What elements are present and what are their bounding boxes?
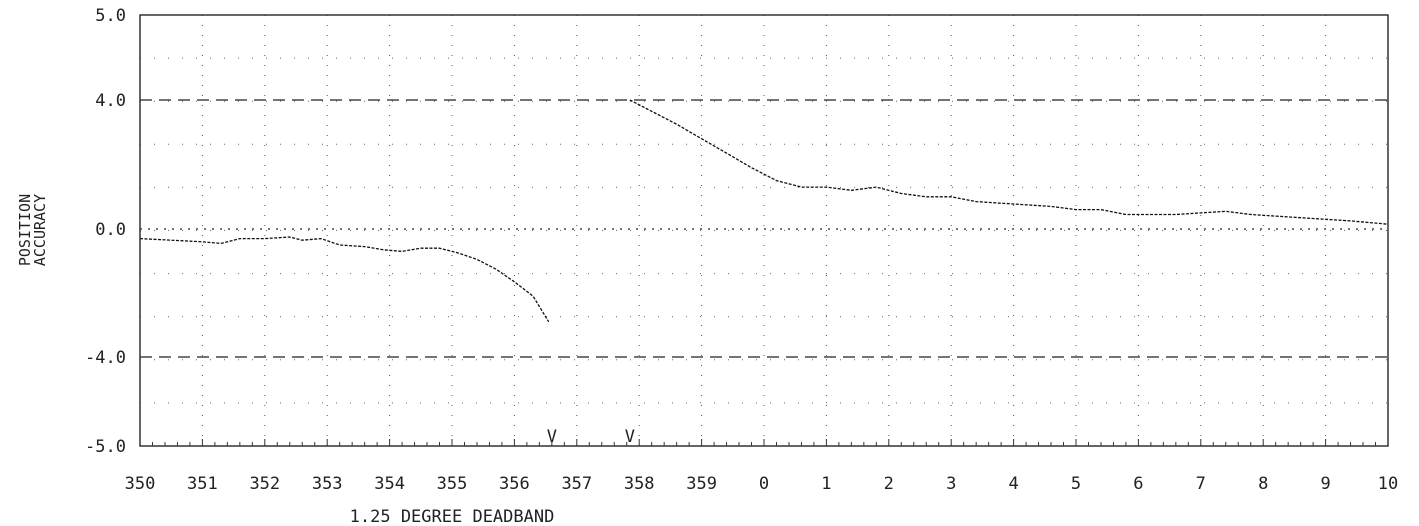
x-tick-label: 353 — [312, 474, 343, 494]
y-axis-label: POSITIONACCURACY — [16, 194, 49, 266]
x-tick-label: 354 — [374, 474, 405, 494]
series-line — [629, 99, 1389, 225]
x-tick-label: 359 — [686, 474, 717, 494]
series-line — [139, 236, 550, 323]
y-tick-label: -4.0 — [85, 348, 126, 368]
y-tick-labels: 5.0 4.0 0.0 -4.0 -5.0 — [85, 6, 126, 457]
x-tick-label: 10 — [1378, 474, 1398, 494]
y-axis-label-line: POSITION — [16, 194, 34, 266]
x-tick-label: 355 — [437, 474, 468, 494]
x-tick-label: 5 — [1071, 474, 1081, 494]
x-tick-labels: 350 351 352 353 354 355 356 357 358 359 0 1 2 3 4 5 6 7 8 9… — [125, 474, 1399, 494]
deadband-marker: V — [625, 427, 635, 447]
tick-marks — [139, 439, 1389, 446]
x-tick-label: 352 — [249, 474, 280, 494]
y-tick-label: 4.0 — [95, 91, 126, 111]
series-group — [139, 99, 1389, 323]
y-tick-label: 5.0 — [95, 6, 126, 26]
x-tick-label: 2 — [884, 474, 894, 494]
x-tick-label: 1 — [821, 474, 831, 494]
y-tick-label: 0.0 — [95, 220, 126, 240]
x-tick-label: 357 — [561, 474, 592, 494]
x-tick-label: 358 — [624, 474, 655, 494]
x-tick-label: 8 — [1258, 474, 1268, 494]
grid — [139, 15, 1389, 446]
x-tick-label: 3 — [946, 474, 956, 494]
x-axis-label: 1.25 DEGREE DEADBAND — [350, 507, 555, 526]
y-axis-label-line: ACCURACY — [31, 194, 49, 266]
reference-lines — [140, 99, 1388, 358]
x-tick-label: 350 — [125, 474, 156, 494]
x-tick-label: 356 — [499, 474, 530, 494]
plot-frame — [139, 14, 1389, 447]
y-tick-label: -5.0 — [85, 437, 126, 457]
x-tick-label: 7 — [1196, 474, 1206, 494]
x-tick-label: 351 — [187, 474, 218, 494]
deadband-marker: V — [547, 427, 557, 447]
x-tick-label: 6 — [1133, 474, 1143, 494]
x-tick-label: 9 — [1320, 474, 1330, 494]
x-tick-label: 4 — [1008, 474, 1018, 494]
x-tick-label: 0 — [759, 474, 769, 494]
